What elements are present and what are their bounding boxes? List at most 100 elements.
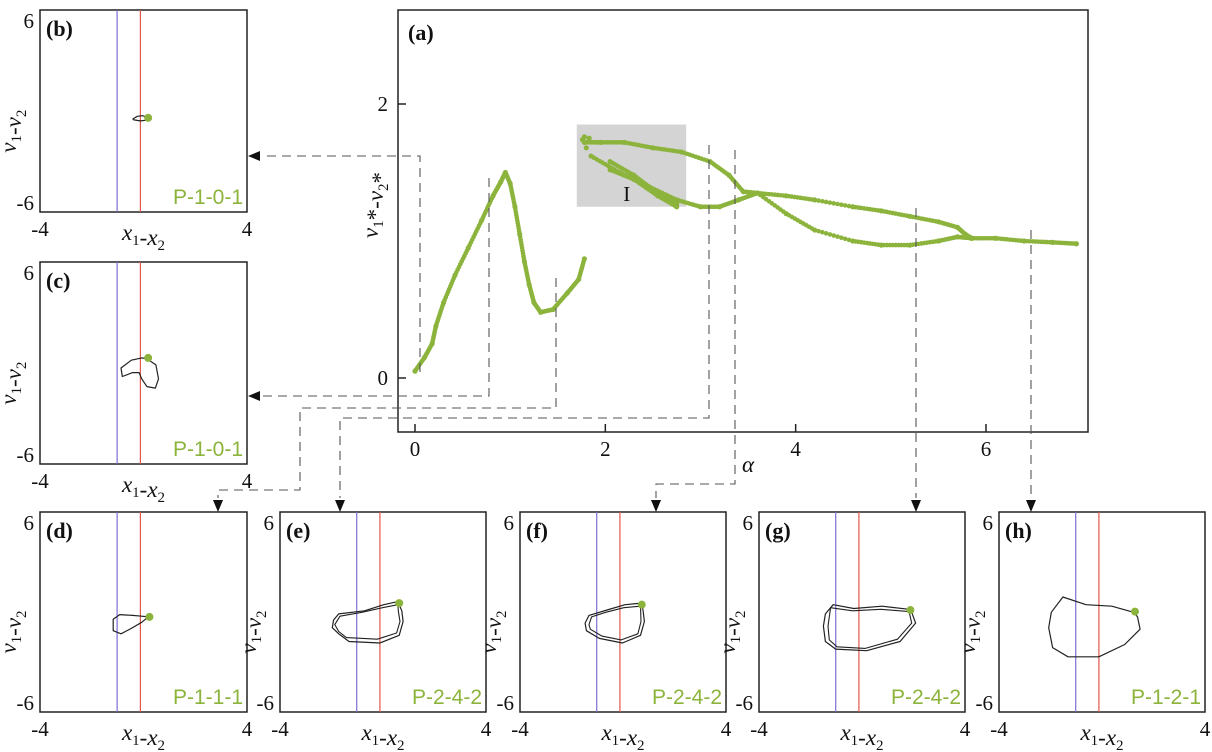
phase-orbit <box>120 357 160 389</box>
inset-d: 6 -6-4 4 (d) P-1-1-1 x1-x2 v1-v2 <box>0 511 253 752</box>
poincare-point <box>144 113 153 122</box>
bifurcation-point <box>827 232 833 237</box>
main-x-tick-label: 6 <box>981 437 992 461</box>
bifurcation-point <box>823 199 829 205</box>
inset-y-tick-label: 6 <box>24 511 35 535</box>
inset-x-axis-label: x1-x2 <box>121 472 165 506</box>
connector-arrows <box>213 145 1036 512</box>
inset-b: 6 -6-4 4 (b) P-1-0-1 x1-x2 v1-v2 <box>0 9 253 254</box>
region-I-label: I <box>623 182 630 206</box>
poincare-point <box>145 612 154 621</box>
connector-b <box>262 155 421 372</box>
bifurcation-point <box>816 198 821 203</box>
bifurcation-point <box>839 235 844 241</box>
bifurcation-point <box>831 233 837 238</box>
inset-x-tick-label: 4 <box>1200 717 1211 741</box>
arrow-d <box>213 500 223 512</box>
phase-orbit <box>331 601 404 644</box>
poincare-point <box>395 599 404 608</box>
bifurcation-point <box>827 200 833 205</box>
main-x-axis-label: α <box>742 452 755 477</box>
period-label: P-1-2-1 <box>1131 686 1201 709</box>
main-x-tick-label: 0 <box>410 437 421 461</box>
phase-orbit-2 <box>588 605 642 641</box>
inset-x-tick-label: 4 <box>721 717 732 741</box>
inset-y-tick-label: 6 <box>743 511 754 535</box>
inset-x-tick-label: 4 <box>242 717 253 741</box>
bifurcation-point <box>674 204 680 210</box>
bifurcation-point <box>842 236 848 242</box>
bifurcation-point <box>831 201 837 206</box>
inset-frame <box>39 9 248 213</box>
connector-c <box>262 178 490 397</box>
inset-y-tick-label: -6 <box>17 443 35 467</box>
bifurcation-point <box>835 201 840 207</box>
inset-panel-label: (h) <box>1005 518 1032 543</box>
inset-x-axis-label: x1-x2 <box>121 220 165 254</box>
phase-orbit-2 <box>334 604 401 640</box>
arrow-b <box>248 151 260 161</box>
main-x-tick-label: 4 <box>790 437 801 461</box>
inset-y-axis-label: v1-v2 <box>0 610 30 653</box>
arrow-g <box>911 500 921 512</box>
main-bifurcation-plot: I 0 2 4 6 0 2 (a) α v1*-v2* <box>358 9 1089 477</box>
main-y-tick-label: 2 <box>378 92 389 116</box>
inset-y-tick-label: -6 <box>976 691 994 715</box>
inset-x-tick-label: -4 <box>31 217 49 241</box>
inset-panel-label: (e) <box>286 518 310 543</box>
bifurcation-point <box>586 135 592 141</box>
inset-x-tick-label: 4 <box>242 217 253 241</box>
inset-frame <box>39 261 248 465</box>
main-plot-frame <box>397 9 1089 433</box>
inset-y-tick-label: -6 <box>257 691 275 715</box>
arrow-f <box>651 500 661 512</box>
inset-frame <box>758 511 966 713</box>
arrow-e <box>335 500 345 512</box>
inset-x-axis-label: x1-x2 <box>839 720 883 752</box>
main-y-tick-label: 0 <box>378 366 389 390</box>
poincare-point <box>1130 607 1139 616</box>
inset-g: 6 -6-4 4 (g) P-2-4-2 x1-x2 v1-v2 <box>715 511 971 752</box>
inset-y-axis-label: v1-v2 <box>955 610 989 653</box>
inset-y-tick-label: -6 <box>17 191 35 215</box>
phase-orbit <box>1048 596 1141 658</box>
inset-y-axis-label: v1-v2 <box>0 110 30 153</box>
bifurcation-point <box>846 203 852 209</box>
main-x-tick-label: 2 <box>600 437 611 461</box>
inset-frame <box>998 511 1206 713</box>
inset-x-tick-label: 4 <box>481 717 492 741</box>
inset-x-axis-label: x1-x2 <box>600 720 644 752</box>
inset-c: 6 -6-4 4 (c) P-1-0-1 x1-x2 v1-v2 <box>0 261 253 506</box>
inset-x-tick-label: -4 <box>750 717 768 741</box>
period-label: P-2-4-2 <box>891 686 961 709</box>
bifurcation-point <box>816 228 821 234</box>
inset-y-tick-label: -6 <box>497 691 515 715</box>
poincare-point <box>144 353 153 362</box>
period-label: P-1-1-1 <box>173 686 243 709</box>
bifurcation-point <box>812 227 818 233</box>
bifurcation-point <box>1073 241 1080 247</box>
inset-panel-label: (d) <box>46 518 73 543</box>
inset-y-axis-label: v1-v2 <box>0 362 30 405</box>
period-label: P-1-0-1 <box>173 438 243 461</box>
inset-e: 6 -6-4 4 (e) P-2-4-2 x1-x2 v1-v2 <box>236 511 492 752</box>
inset-x-tick-label: -4 <box>31 469 49 493</box>
bifurcation-point <box>842 203 848 208</box>
inset-panel-label: (f) <box>526 518 548 543</box>
inset-frame <box>279 511 487 713</box>
phase-orbit <box>112 614 149 635</box>
inset-x-axis-label: x1-x2 <box>360 720 404 752</box>
phase-insets: 6-6-44(b)P-1-0-1x1-x2v1-v26-6-44(c)P-1-0… <box>0 9 1211 752</box>
bifurcation-point <box>823 231 829 236</box>
poincare-point <box>906 606 915 615</box>
inset-y-axis-label: v1-v2 <box>236 610 270 653</box>
inset-x-tick-label: -4 <box>990 717 1008 741</box>
bifurcation-point <box>820 229 825 235</box>
arrow-c <box>248 391 260 401</box>
inset-y-axis-label: v1-v2 <box>476 610 510 653</box>
phase-orbit-2 <box>827 607 913 649</box>
inset-y-tick-label: 6 <box>264 511 275 535</box>
inset-y-tick-label: -6 <box>17 691 35 715</box>
bifurcation-point <box>839 202 844 207</box>
